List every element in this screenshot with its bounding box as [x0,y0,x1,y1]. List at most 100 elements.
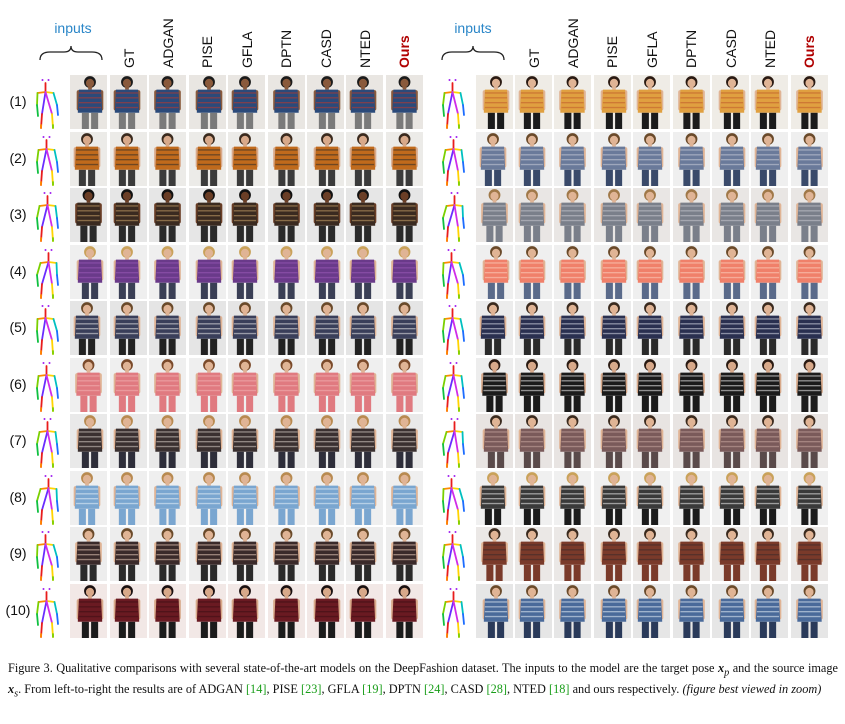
math-subscript-p: p [724,667,730,679]
citation-link[interactable]: [23] [300,682,322,697]
result-image-casd [712,244,749,299]
result-image-adgan [554,470,592,525]
result-image-nted [751,527,789,581]
result-image-gfla [228,583,266,638]
math-x: x [717,661,725,675]
result-image-gfla [228,527,266,581]
citation-link[interactable]: [24] [423,682,445,697]
result-image-nted [751,301,789,355]
citation-link[interactable]: [19] [362,682,383,697]
result-image-nted [751,131,789,186]
result-image-adgan [149,188,187,242]
row-label: (2) [9,149,27,166]
column-header-dptn: DPTN [683,29,700,68]
result-image-adgan [554,414,592,468]
source-image [70,470,107,525]
result-image-ours [385,131,423,186]
result-image-casd [307,131,344,186]
source-image [70,131,107,186]
qualitative-comparison-figure: inputs GT ADGAN PISE GFLA DPTN CASD NTED Ours (1)… [6,18,828,638]
result-image-dptn [672,414,710,468]
result-image-pise [188,188,226,242]
column-header-pise: PISE [199,36,216,68]
column-header-casd: CASD [722,29,739,68]
result-image-dptn [672,470,710,525]
result-image-pise [593,301,631,355]
result-image-ours [385,527,423,581]
result-image-casd [307,527,344,581]
figure-caption: Figure 3. Qualitative comparisons with s… [8,660,838,703]
result-image-dptn [267,188,305,242]
inputs-brace [441,45,505,61]
result-image-pise [188,131,226,186]
result-image-casd [712,583,749,638]
result-image-gfla [633,527,671,581]
column-header-ours: Ours [396,35,413,68]
result-image-pise [593,357,631,412]
result-image-pise [188,583,226,638]
result-image-dptn [267,75,305,129]
source-image [476,301,513,355]
result-image-pise [593,75,631,129]
source-image [70,527,107,581]
source-image [476,131,513,186]
result-image-nted [346,470,384,525]
row-label: (9) [9,545,27,561]
result-image-gfla [228,357,266,412]
target-pose-skeleton [36,79,59,129]
result-image-ours [790,583,828,638]
result-image-nted [751,357,789,412]
result-image-gfla [633,583,671,638]
result-image-ours [790,301,828,355]
source-image [476,75,513,129]
result-image-gt [515,301,552,355]
result-image-dptn [672,527,710,581]
result-image-gfla [633,188,671,242]
row-label: (4) [9,262,27,279]
source-image [70,357,107,412]
result-image-dptn [672,131,710,186]
result-image-ours [385,75,423,129]
result-image-casd [712,527,749,581]
result-image-pise [188,527,226,581]
result-image-ours [790,414,828,468]
result-image-casd [307,583,344,638]
target-pose-skeleton [36,305,59,355]
column-header-pise: PISE [604,36,621,68]
result-image-ours [385,414,423,468]
result-image-nted [346,357,384,412]
result-image-gt [110,527,147,581]
result-image-gfla [633,414,671,468]
inputs-label: inputs [454,20,492,36]
result-image-nted [751,75,789,129]
result-image-ours [385,301,423,355]
caption-note: (figure best viewed in zoom) [682,682,822,697]
column-header-casd: CASD [317,29,334,68]
result-image-gfla [228,131,266,186]
target-pose-skeleton [36,474,59,525]
result-image-pise [593,583,631,638]
result-image-adgan [554,357,592,412]
result-image-gt [515,75,552,129]
source-image [70,301,107,355]
target-pose-skeleton [442,361,465,412]
column-header-ours: Ours [801,35,818,68]
result-image-ours [790,131,828,186]
result-image-ours [790,75,828,129]
citation-link[interactable]: [14] [245,682,267,697]
citation-link[interactable]: [28] [486,682,508,697]
row-label: (8) [9,488,27,505]
source-image [476,527,513,581]
column-header-nted: NTED [356,29,373,68]
result-image-nted [346,583,384,638]
result-image-nted [751,244,789,299]
caption-text: . From left-to-right the results are of … [18,682,246,697]
source-image [70,414,107,468]
target-pose-skeleton [36,361,59,412]
result-image-gt [110,583,147,638]
target-pose-skeleton [36,587,59,638]
citation-link[interactable]: [18] [549,682,570,697]
result-image-casd [712,131,749,186]
result-image-gt [110,414,147,468]
result-image-pise [188,414,226,468]
